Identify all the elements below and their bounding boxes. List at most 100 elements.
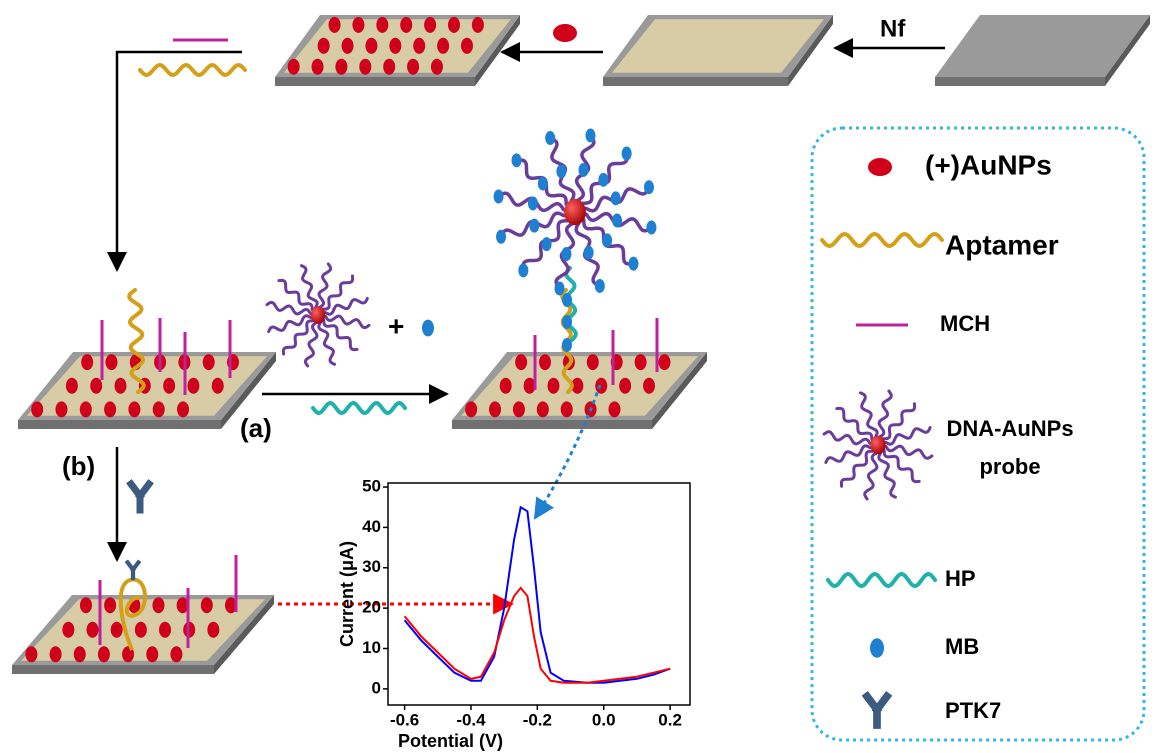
legend-label: Aptamer [945, 229, 1059, 260]
ptk7 [867, 696, 887, 725]
au-nanoparticle [635, 354, 647, 370]
au-nanoparticle [561, 401, 573, 417]
x-tick-label: 0.0 [592, 710, 616, 729]
au-nanoparticle [163, 378, 175, 394]
au-nanoparticle [135, 622, 147, 638]
methylene-blue [542, 237, 552, 251]
legend-label: (+)AuNPs [925, 149, 1052, 180]
au-nanoparticle [342, 38, 354, 54]
au-nanoparticle [288, 59, 300, 75]
au-nanoparticle [461, 38, 473, 54]
methylene-blue [612, 214, 622, 228]
au-nanoparticle [111, 622, 123, 638]
au-nanoparticle [104, 597, 116, 613]
substrate-edge [12, 665, 214, 674]
au-nanoparticle [159, 622, 171, 638]
x-tick-label: -0.6 [390, 710, 419, 729]
y-tick-label: 50 [362, 477, 381, 496]
substrate-edge [603, 77, 788, 86]
au-nanoparticle [152, 597, 164, 613]
methylene-blue [644, 180, 654, 194]
au-nanoparticle [187, 378, 199, 394]
au-nanoparticle [80, 401, 92, 417]
au-nanoparticle [153, 401, 165, 417]
legend-label: probe [979, 454, 1040, 479]
au-nanoparticle [553, 24, 577, 42]
legend-label: DNA-AuNPs [946, 416, 1073, 441]
methylene-blue [529, 219, 539, 233]
diagram: Nf (a) (b) + (+)AuNPs Aptamer MCH DNA-Au… [0, 0, 1156, 753]
au-nanoparticle [312, 59, 324, 75]
methylene-blue [528, 196, 538, 210]
au-nanoparticle [365, 38, 377, 54]
methylene-blue [622, 147, 632, 161]
methylene-blue [585, 129, 595, 143]
au-nanoparticle [335, 59, 347, 75]
strand [826, 446, 870, 463]
au-nanoparticle [383, 59, 395, 75]
strand [302, 266, 318, 308]
au-nanoparticle [515, 354, 527, 370]
methylene-blue [561, 247, 571, 261]
substrate-edge [18, 420, 221, 429]
au-nanoparticle [329, 17, 341, 33]
methylene-blue [611, 191, 621, 205]
au-nanoparticle [448, 17, 460, 33]
au-nanoparticle [25, 646, 37, 662]
legend-label: HP [945, 566, 976, 591]
arrow [117, 52, 242, 270]
methylene-blue [538, 177, 548, 191]
au-nanoparticle [62, 622, 74, 638]
label: (b) [62, 451, 95, 481]
methylene-blue [646, 220, 656, 234]
au-nanoparticle [352, 17, 364, 33]
x-tick-label: 0.2 [658, 710, 682, 729]
au-nanoparticle [104, 401, 116, 417]
au-nanoparticle [66, 378, 78, 394]
strand [313, 403, 405, 413]
au-nanoparticle [115, 378, 127, 394]
au-nanoparticle [87, 622, 99, 638]
au-nanoparticle [513, 401, 525, 417]
au-nanoparticle [128, 401, 140, 417]
au-nanoparticle [105, 354, 117, 370]
y-tick-label: 30 [362, 557, 381, 576]
au-nanoparticle [489, 401, 501, 417]
au-nanoparticle [465, 401, 477, 417]
au-nanoparticle [55, 401, 67, 417]
label: Nf [880, 15, 906, 42]
y-tick-label: 0 [372, 678, 381, 697]
methylene-blue [562, 338, 572, 352]
legend-label: MB [945, 634, 979, 659]
methylene-blue [602, 233, 612, 247]
au-nanoparticle [424, 17, 436, 33]
strand [822, 234, 942, 246]
methylene-blue [584, 246, 594, 260]
substrate-edge [452, 420, 652, 429]
strand [140, 65, 245, 75]
au-nanoparticle [212, 378, 224, 394]
au-nanoparticle [146, 646, 158, 662]
au-nanoparticle [608, 401, 620, 417]
legend-label: PTK7 [945, 698, 1001, 723]
au-nanoparticle [537, 401, 549, 417]
au-nanoparticle [74, 646, 86, 662]
methylene-blue [598, 173, 608, 187]
methylene-blue [494, 190, 504, 204]
au-nanoparticle [472, 17, 484, 33]
plot-frame [388, 483, 690, 705]
au-nanoparticle [619, 378, 631, 394]
au-nanoparticle [50, 646, 62, 662]
y-axis-label: Current (μA) [337, 541, 357, 647]
y-tick-label: 40 [362, 517, 381, 536]
au-nanoparticle [81, 354, 93, 370]
au-nanoparticle [318, 38, 330, 54]
au-nanoparticle [31, 401, 43, 417]
x-tick-label: -0.4 [456, 710, 486, 729]
y-tick-label: 20 [362, 598, 381, 617]
x-tick-label: -0.2 [523, 710, 552, 729]
label: (a) [240, 413, 272, 443]
methylene-blue [422, 320, 434, 337]
strand [319, 322, 335, 364]
